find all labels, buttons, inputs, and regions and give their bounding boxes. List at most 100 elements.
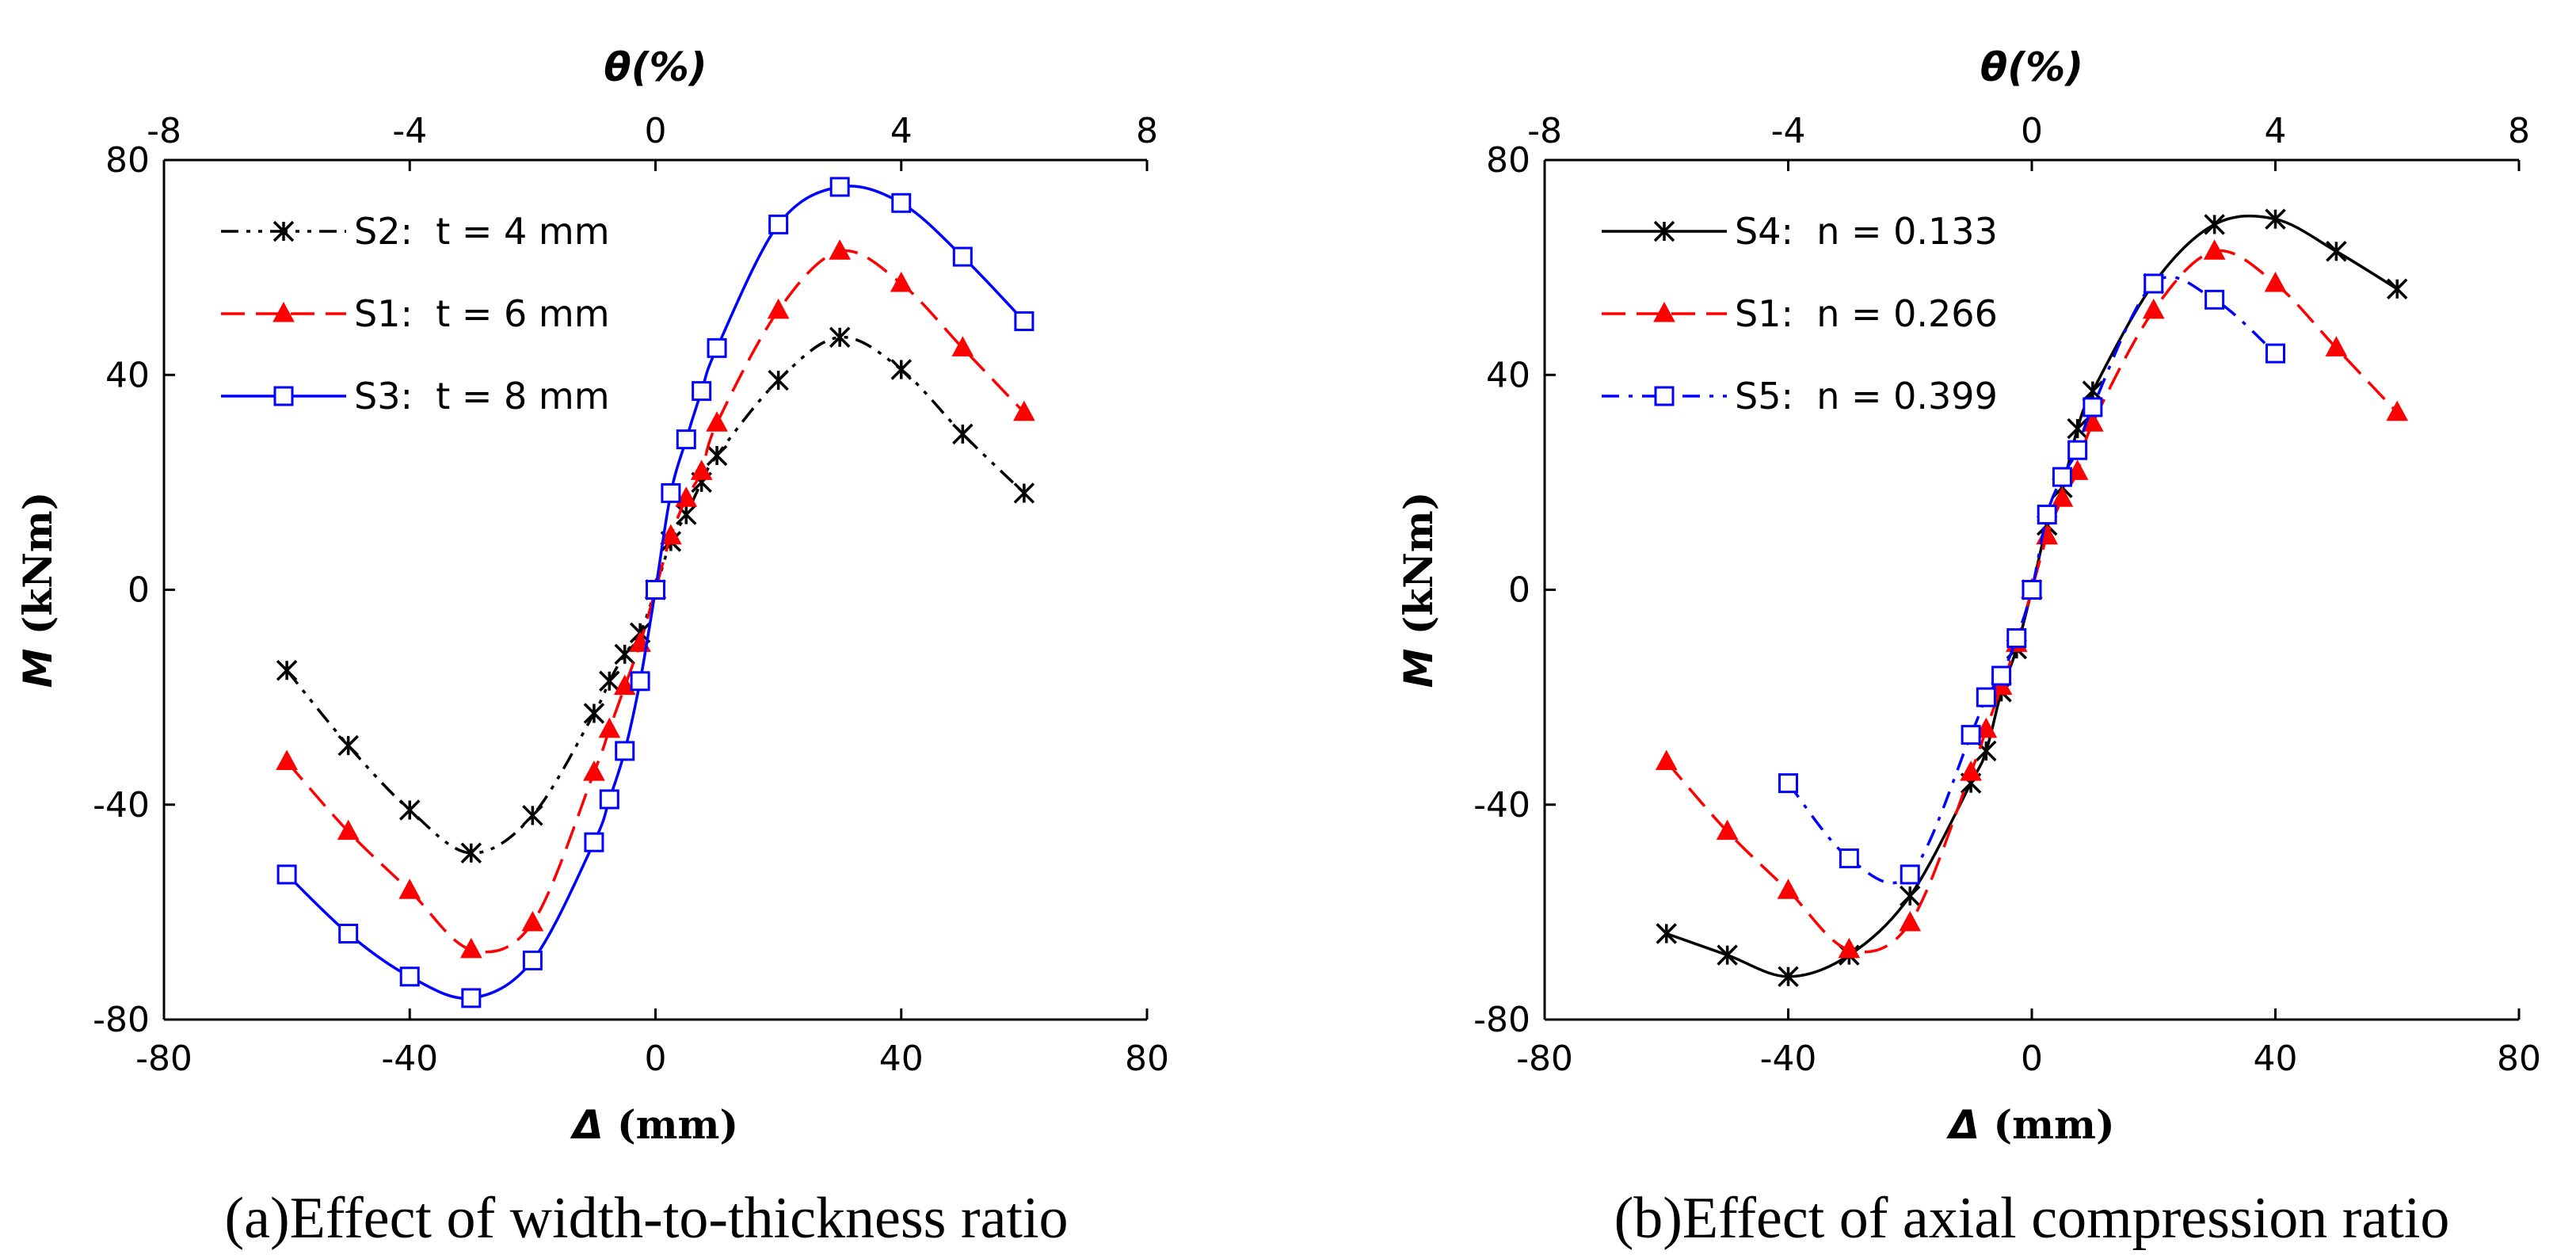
data-point-square [1961, 725, 1981, 745]
data-point-asterisk [2387, 278, 2408, 299]
y-tick-label: -40 [1473, 785, 1530, 825]
data-point-asterisk [272, 220, 295, 242]
data-point-triangle [2142, 298, 2165, 319]
data-point-asterisk [1013, 482, 1035, 504]
data-point-square [599, 789, 619, 810]
data-point-square [2067, 440, 2088, 460]
data-point-square [1014, 311, 1035, 331]
data-point-triangle [598, 717, 621, 738]
x-axis-title: Δ (mm) [570, 1101, 738, 1148]
y-tick-label: 0 [1508, 570, 1530, 611]
data-point-triangle [1899, 910, 1922, 932]
data-point-square [2022, 580, 2042, 600]
x-tick-label: 80 [1125, 1039, 1169, 1079]
x-tick-label: 40 [2254, 1039, 2298, 1079]
x2-tick-label: 8 [2508, 111, 2530, 151]
x2-axis-title: θ(%) [1980, 44, 2083, 90]
data-point-square [2052, 467, 2072, 487]
data-point-asterisk [1778, 966, 1799, 987]
data-point-asterisk [583, 703, 605, 724]
x-tick-label: 0 [645, 1039, 667, 1079]
y-tick-label: 0 [128, 570, 150, 611]
data-point-square [891, 193, 912, 213]
data-point-asterisk [1900, 885, 1921, 907]
data-point-triangle [1653, 301, 1675, 322]
figure-caption: (b)Effect of axial compression ratio [1614, 1186, 2450, 1251]
legend-label: S2: t = 4 mm [354, 210, 610, 253]
y-axis-title: M (kNm) [1395, 492, 1442, 688]
y-tick-label: -80 [93, 1000, 150, 1040]
data-point-square [273, 386, 294, 406]
x2-tick-label: -4 [392, 111, 427, 151]
data-point-square [399, 966, 420, 987]
data-point-square [522, 950, 543, 970]
data-point-square [2265, 343, 2285, 364]
x2-tick-label: 0 [2021, 111, 2043, 151]
data-point-triangle [459, 937, 482, 959]
data-point-triangle [2264, 271, 2287, 292]
data-point-asterisk [1653, 220, 1675, 242]
y-axis-title-symbol: M [1396, 649, 1442, 688]
series-2: S5: n = 0.399 [1602, 273, 2285, 885]
data-point-square [768, 214, 789, 234]
data-point-asterisk [890, 359, 912, 380]
data-point-asterisk [2067, 417, 2088, 440]
legend-label: S5: n = 0.399 [1735, 375, 1998, 417]
data-point-asterisk [829, 326, 851, 349]
data-point-square [1654, 386, 1675, 406]
y-axis-title-unit: (kNm) [14, 492, 61, 649]
data-point-asterisk [2265, 208, 2286, 230]
data-point-triangle [660, 524, 682, 545]
data-point-asterisk [522, 805, 543, 826]
data-point-asterisk [460, 842, 482, 864]
data-point-square [615, 741, 635, 761]
data-point-triangle [1716, 819, 1739, 841]
x2-tick-label: -4 [1771, 111, 1806, 151]
data-point-square [2006, 628, 2027, 649]
x-axis-title-unit: (mm) [1980, 1101, 2115, 1148]
data-point-triangle [1013, 400, 1035, 421]
y-axis-title: M (kNm) [14, 492, 61, 688]
y-tick-label: 40 [1486, 355, 1530, 395]
data-point-triangle [951, 336, 974, 356]
data-point-square [1976, 687, 1996, 707]
y-tick-label: 80 [105, 140, 150, 181]
x2-tick-label: 4 [2265, 111, 2287, 151]
y-tick-label: -80 [1473, 1000, 1530, 1040]
series-line [1665, 249, 2399, 954]
data-point-triangle [706, 411, 728, 432]
data-point-asterisk [676, 504, 697, 525]
data-point-square [2083, 397, 2103, 417]
data-point-square [1839, 848, 1859, 869]
data-point-square [1778, 773, 1798, 794]
data-point-asterisk [952, 423, 974, 445]
series-0: S4: n = 0.133 [1602, 208, 2408, 987]
data-point-asterisk [768, 369, 789, 391]
data-point-square [2143, 273, 2164, 294]
x-axis-title-symbol: Δ [570, 1102, 604, 1148]
x2-tick-label: 0 [645, 111, 667, 151]
data-point-triangle [276, 749, 298, 770]
legend-label: S3: t = 8 mm [354, 375, 610, 417]
data-point-square [630, 671, 650, 692]
y-axis-title-unit: (kNm) [1395, 492, 1442, 649]
data-point-square [707, 337, 727, 358]
x2-tick-label: 8 [1136, 111, 1158, 151]
x2-axis-title: θ(%) [604, 44, 707, 90]
data-point-asterisk [1717, 944, 1738, 966]
data-point-square [1900, 864, 1920, 885]
data-point-triangle [613, 674, 636, 696]
legend-label: S1: n = 0.266 [1735, 292, 1998, 335]
data-point-triangle [690, 459, 713, 480]
data-point-triangle [2203, 239, 2226, 260]
data-point-triangle [583, 761, 605, 781]
data-point-square [692, 381, 712, 402]
data-point-triangle [2386, 400, 2409, 421]
data-point-asterisk [614, 643, 635, 665]
data-point-square [461, 988, 482, 1008]
data-point-triangle [272, 301, 295, 322]
data-point-asterisk [399, 799, 421, 821]
series-1: S1: n = 0.266 [1602, 239, 2409, 959]
